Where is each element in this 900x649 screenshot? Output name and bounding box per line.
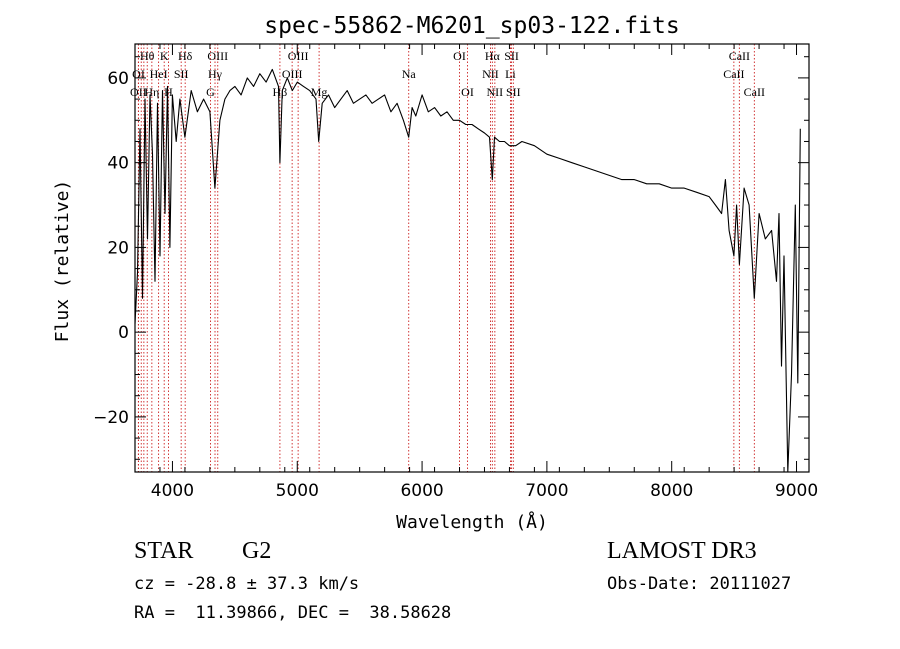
annotation-label-27: CaII [744,85,765,99]
annotation-label-17: CaII [723,67,744,81]
plot-frame [134,43,810,473]
annotation-label-6: Hα [485,49,501,63]
y-tick-label: 20 [107,238,129,258]
annotation-label-3: OIII [207,49,228,63]
axes: 4000 5000 6000 7000 8000 9000 −20 0 20 40 60 [93,44,818,501]
annotation-label-18: OII [130,85,147,99]
annotation-label-8: CaII [729,49,750,63]
x-tick-label: 9000 [775,481,818,501]
annotation-label-0: Hθ [140,49,155,63]
annotation-label-7: SII [504,49,519,63]
annotation-label-20: H [164,85,173,99]
annotation-label-9: OI [132,67,145,81]
annotation-label-1: K [160,49,169,63]
annotation-label-12: Hγ [208,67,223,81]
survey-name: LAMOST DR3 [607,538,757,564]
annotation-label-5: OI [453,49,466,63]
annotation-label-21: G [206,85,215,99]
x-axis-label: Wavelength (Å) [396,511,548,533]
annotation-label-26: SII [506,85,521,99]
y-tick-label: −20 [93,408,129,428]
object-class: STAR [134,538,194,564]
y-tick-label: 0 [118,323,129,343]
annotation-label-13: OIII [282,67,303,81]
y-axis-label: Flux (relative) [52,180,73,343]
annotation-label-25: NII [487,85,504,99]
annotation-label-11: SII [174,67,189,81]
annotation-label-15: NII [482,67,499,81]
annotation-label-16: Li [505,67,516,81]
object-subclass: G2 [242,538,272,564]
x-tick-label: 8000 [650,481,693,501]
annotation-label-4: OIII [288,49,309,63]
annotation-label-22: Hβ [273,85,288,99]
obs-date: Obs-Date: 20111027 [607,574,792,594]
y-tick-label: 40 [107,154,129,174]
annotation-label-10: HeI [150,67,168,81]
annotation-label-2: Hδ [178,49,193,63]
annotation-label-19: Hη [144,85,159,99]
annotation-label-14: Na [402,67,417,81]
annotation-label-23: Mg [311,85,328,99]
x-tick-label: 4000 [151,481,194,501]
emission-line-markers [137,44,755,472]
redshift-info: cz = -28.8 ± 37.3 km/s [134,574,360,594]
x-tick-label: 7000 [525,481,568,501]
coordinates: RA = 11.39866, DEC = 38.58628 [134,603,452,623]
y-tick-label: 60 [107,69,129,89]
chart-title: spec-55862-M6201_sp03-122.fits [264,13,679,39]
x-tick-label: 6000 [400,481,443,501]
spectrum-flux-line [134,68,801,473]
annotation-label-24: OI [461,85,474,99]
x-tick-label: 5000 [276,481,319,501]
